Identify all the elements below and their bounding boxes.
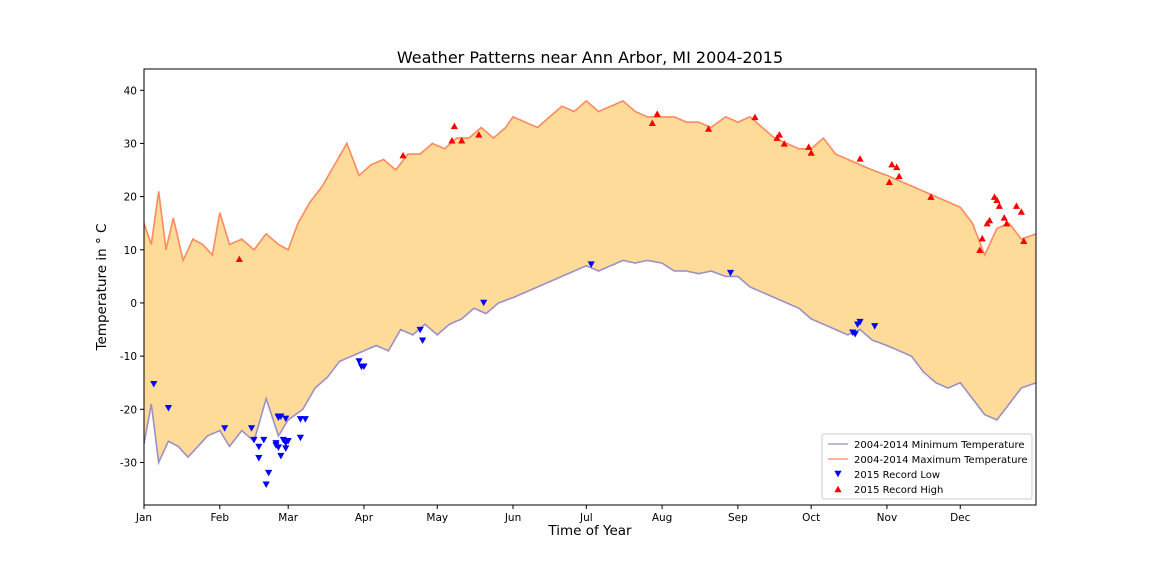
record-low-point [277,413,285,420]
record-high-point [807,149,815,156]
x-tick-label: Mar [278,512,298,524]
record-low-point [416,326,424,334]
record-low-point [164,404,173,412]
record-high-point [856,155,864,162]
record-low-point [277,452,285,460]
x-tick-label: Dec [950,512,971,524]
record-low-point [360,363,368,370]
record-high-point [648,119,656,126]
legend-item-min-temperature-label: 2004-2014 Minimum Temperature [854,440,1025,451]
legend-item-record-high-swatch [834,485,842,493]
record-high-point [893,163,901,171]
axes: 40 30 20 10 0 -10 -20 -30 Jan Feb Mar Apr May Jun Jul A… [120,68,1037,524]
y-tick-label: -30 [120,457,137,469]
x-axis-label: Time of Year [547,523,632,539]
record-low-point [250,436,258,444]
record-low-point [587,261,595,268]
record-high-point [475,131,483,138]
record-high-point [751,113,759,121]
x-tick-label: Jun [504,512,521,524]
y-tick-label: 0 [130,298,137,310]
record-low-point [851,331,859,338]
x-tick-label: Feb [210,512,229,524]
record-low-point [265,469,273,477]
y-tick-label: -10 [120,351,137,363]
y-tick-label: 40 [124,85,137,97]
record-high-point [1017,208,1025,215]
legend-item-record-low-swatch [834,470,842,478]
legend-item-record-low-label: 2015 Record Low [854,470,940,481]
y-tick-label: 30 [124,138,137,150]
x-tick-label: May [426,512,448,524]
record-low-point [296,434,305,442]
legend-item-max-temperature-label: 2004-2014 Maximum Temperature [854,455,1027,466]
record-high-point [653,110,661,117]
record-low-point [856,318,864,326]
plot-area [143,99,1037,489]
record-high-point [888,160,896,168]
record-high-point [1020,237,1028,244]
y-tick-label: 10 [124,245,137,257]
record-high-point [450,122,458,130]
record-high-point [976,246,984,254]
record-high-point [775,131,783,138]
record-low-point [871,323,879,330]
record-high-point [985,216,994,224]
record-low-point [418,337,427,344]
x-tick-label: Oct [802,512,820,524]
x-tick-label: Jul [579,512,593,524]
record-high-point [895,172,903,180]
y-tick-label: 20 [124,192,137,204]
record-high-point [927,193,935,200]
record-high-point [448,137,456,144]
record-high-point [1000,214,1008,221]
record-high-point [235,255,243,263]
record-low-point [282,445,290,452]
x-tick-label: Jan [135,512,152,524]
record-low-point [260,436,268,444]
axes-frame [143,68,1037,506]
x-tick-label: Sep [728,512,748,524]
record-high-point [978,234,986,242]
y-axis-label: Temperature in ° C [94,224,110,352]
record-low-point [296,416,305,423]
record-high-point [458,137,466,144]
record-high-point [704,125,713,132]
record-high-point [399,151,407,159]
record-low-point [284,437,292,445]
record-high-point [780,140,788,147]
legend: 2004-2014 Minimum Temperature 2004-2014 M… [821,433,1033,500]
legend-box [821,433,1033,500]
temperature-range-fill [144,100,1036,463]
series-line-max-temperature [143,99,1037,263]
record-low-point [247,425,256,432]
record-high-point [885,178,893,185]
record-low-point [255,443,263,451]
record-low-point [355,358,363,365]
chart-title: Weather Patterns near Ann Arbor, MI 2004… [397,48,783,67]
record-low-point [480,299,488,307]
record-low-point [150,381,158,388]
x-tick-label: Apr [355,512,374,524]
record-low-point [282,415,290,423]
x-tick-label: Aug [652,512,673,524]
y-tick-label: -20 [120,404,137,416]
record-low-point [255,454,263,462]
record-low-point [221,425,229,432]
record-high-point [1012,202,1021,209]
record-low-point [274,444,283,451]
record-high-point [993,196,1001,204]
record-low-point [301,416,309,423]
record-low-point [272,440,280,447]
record-high-point [1003,219,1011,227]
record-low-point [262,481,270,489]
record-low-point [726,269,735,277]
x-tick-label: Nov [877,512,898,524]
record-high-point [995,202,1003,209]
record-high-point [805,143,813,150]
legend-item-record-high-label: 2015 Record High [854,485,943,496]
series-line-min-temperature [143,259,1037,466]
